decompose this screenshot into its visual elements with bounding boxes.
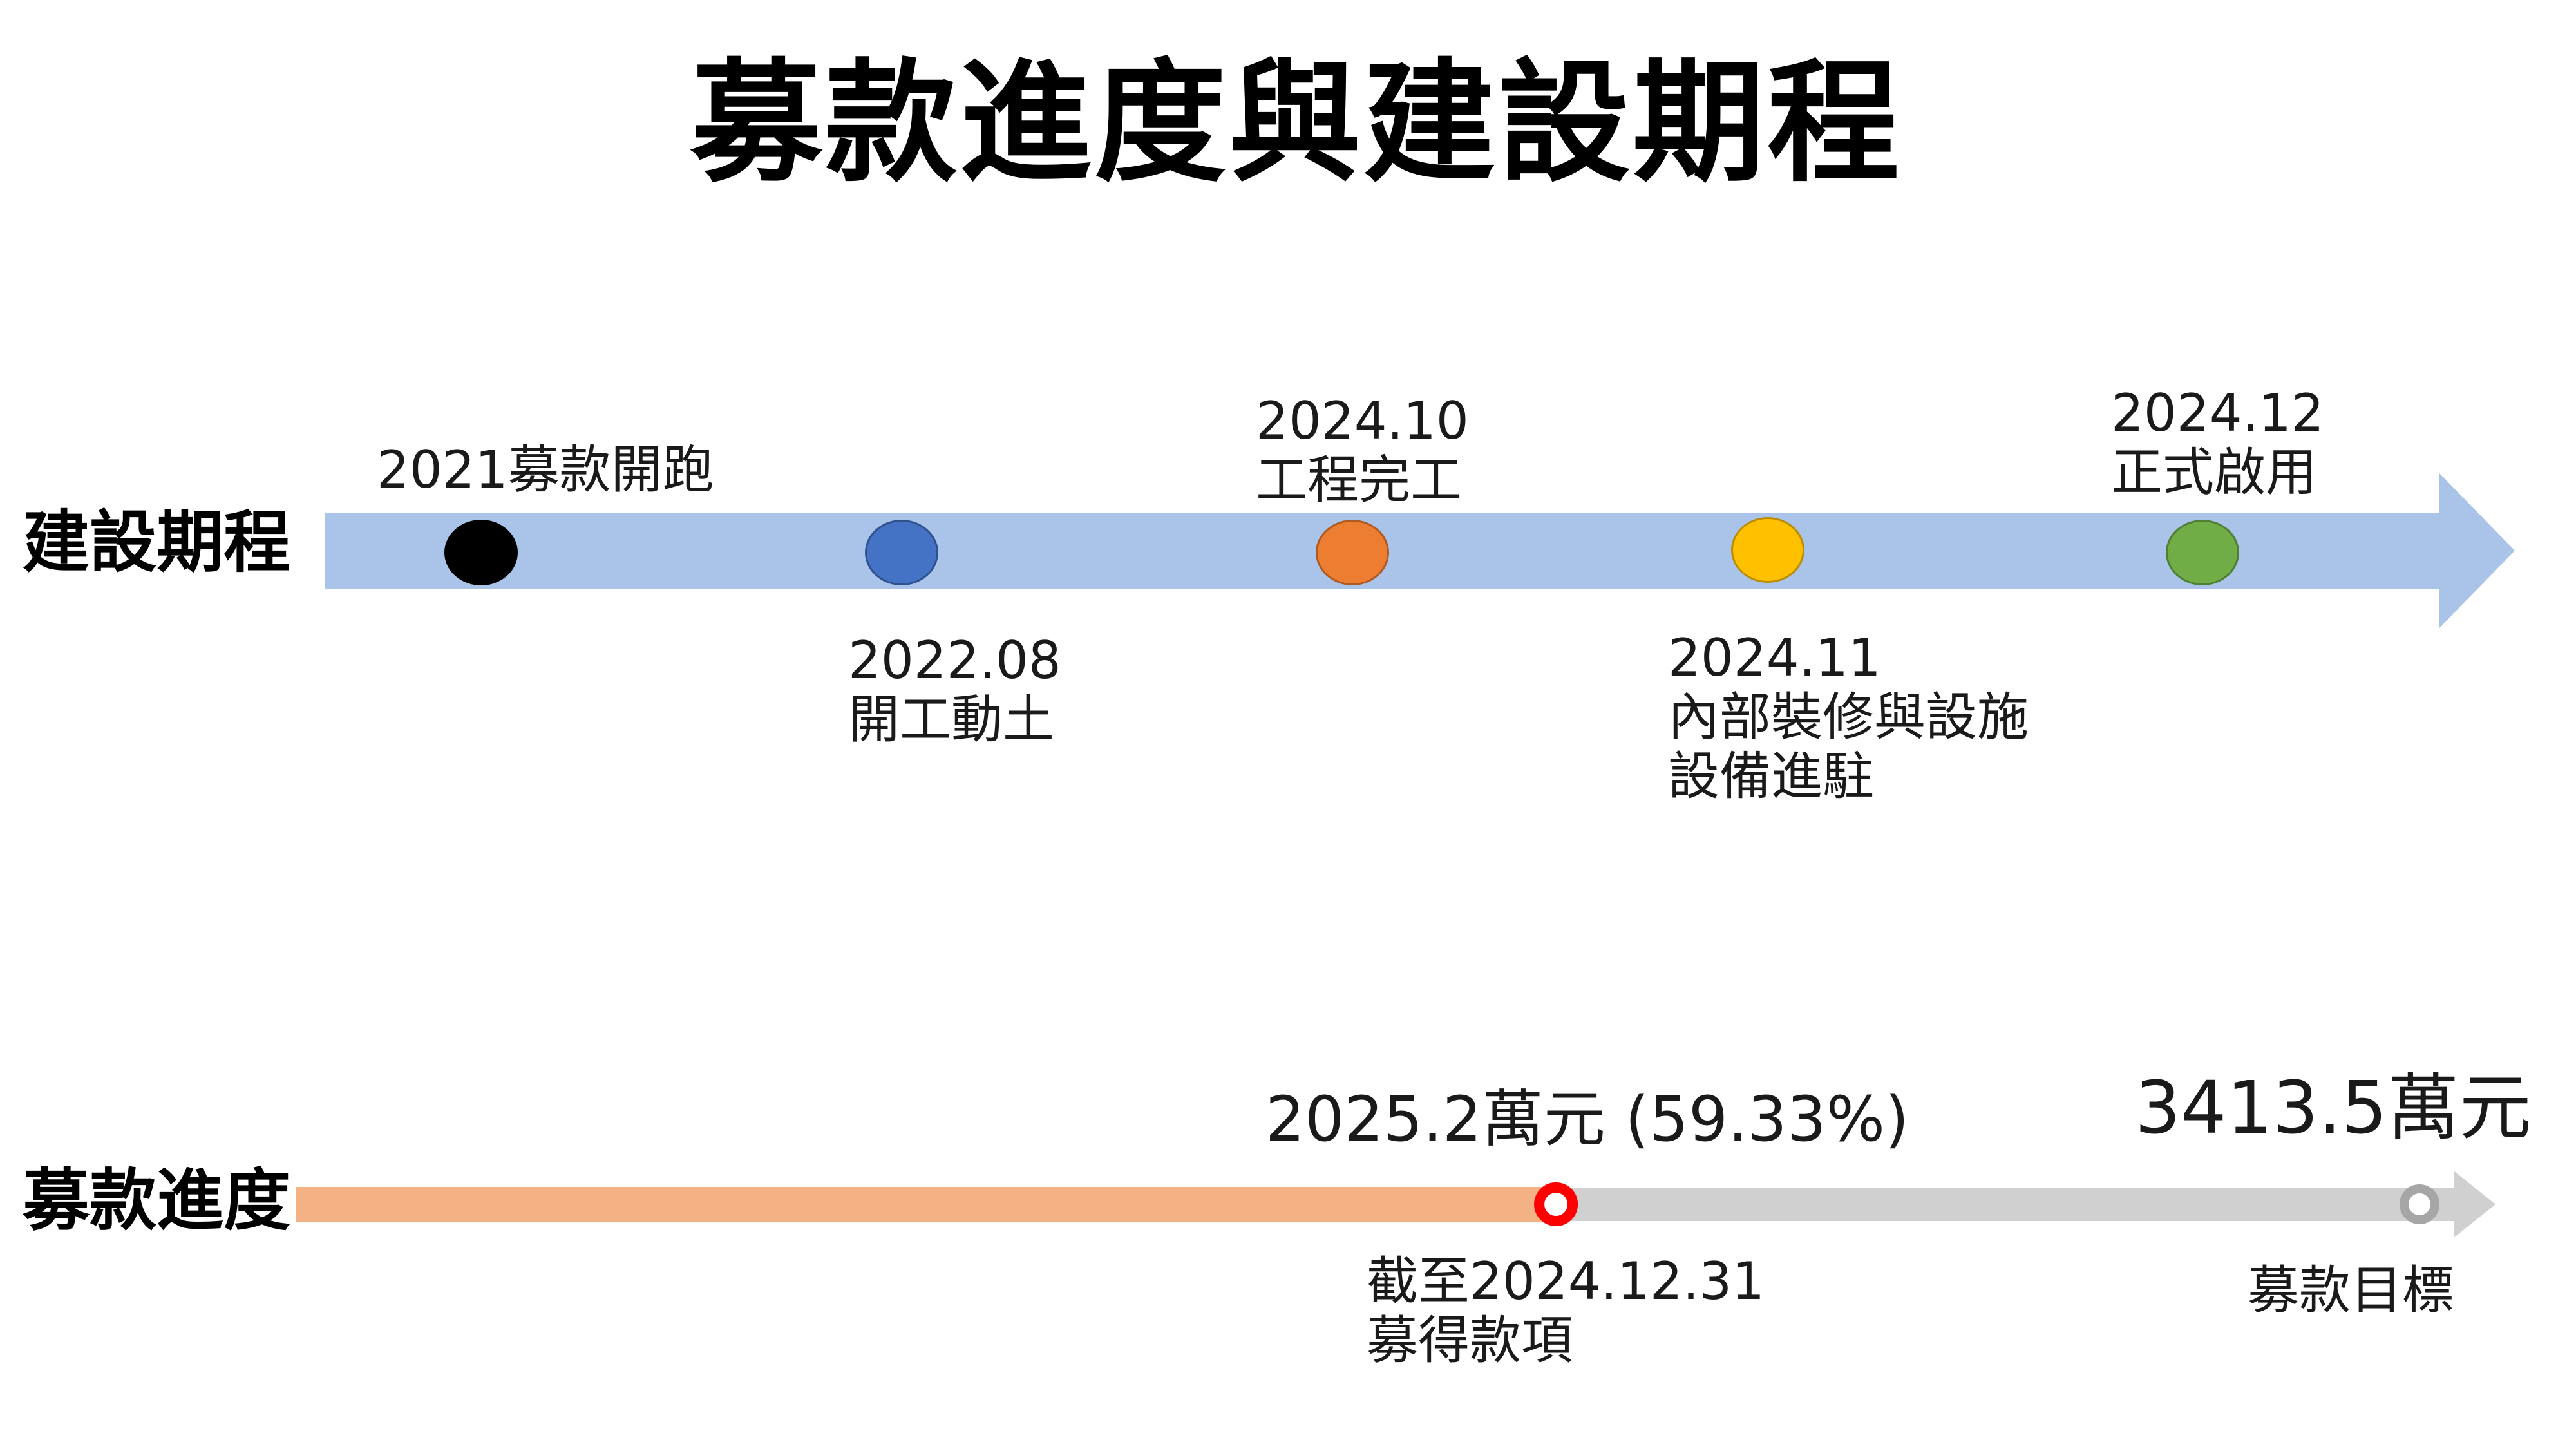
- raised-bar: [296, 1187, 1557, 1222]
- schedule-row-label: 建設期程: [23, 503, 291, 582]
- milestone-date: 2022.08: [848, 630, 1061, 690]
- milestone-dot-2024-11: [1731, 517, 1804, 583]
- raised-marker: [1534, 1182, 1578, 1226]
- milestone-label-2024-12: 2024.12 正式啟用: [2111, 384, 2324, 502]
- milestone-line: 正式啟用: [2111, 442, 2317, 502]
- goal-amount: 3413.5萬元: [2135, 1066, 2532, 1150]
- milestone-dot-2024-10: [1316, 520, 1389, 585]
- milestone-line: 設備進駐: [1668, 746, 1874, 806]
- milestone-line: 內部裝修與設施: [1668, 687, 2029, 747]
- milestone-line: 開工動土: [848, 690, 1054, 750]
- goal-marker: [2400, 1184, 2439, 1224]
- milestone-label-2024-10: 2024.10 工程完工: [1256, 392, 1469, 510]
- fundraising-row-label: 募款進度: [23, 1161, 291, 1240]
- goal-note: 募款目標: [2248, 1260, 2454, 1320]
- milestone-dot-2022-08: [865, 520, 938, 585]
- milestone-label-2021: 2021募款開跑: [377, 440, 714, 500]
- milestone-dot-2024-12: [2166, 520, 2239, 585]
- milestone-date: 2024.10: [1256, 391, 1469, 451]
- milestone-label-2022-08: 2022.08 開工動土: [848, 631, 1061, 750]
- raised-note-text: 募得款項: [1367, 1311, 1573, 1370]
- milestone-date: 2024.11: [1668, 628, 1881, 688]
- raised-note: 截至2024.12.31 募得款項: [1367, 1252, 1765, 1370]
- page-title: 募款進度與建設期程: [690, 47, 1902, 200]
- milestone-label-2024-11: 2024.11 內部裝修與設施 設備進駐: [1668, 629, 2029, 806]
- raised-note-date: 截至2024.12.31: [1367, 1251, 1765, 1311]
- milestone-line: 2021募款開跑: [377, 440, 714, 500]
- milestone-date: 2024.12: [2111, 383, 2324, 443]
- milestone-dot-2021: [444, 520, 518, 585]
- raised-amount: 2025.2萬元 (59.33%): [1265, 1083, 1909, 1155]
- milestone-line: 工程完工: [1256, 450, 1462, 510]
- schedule-arrow-shape: [325, 473, 2515, 628]
